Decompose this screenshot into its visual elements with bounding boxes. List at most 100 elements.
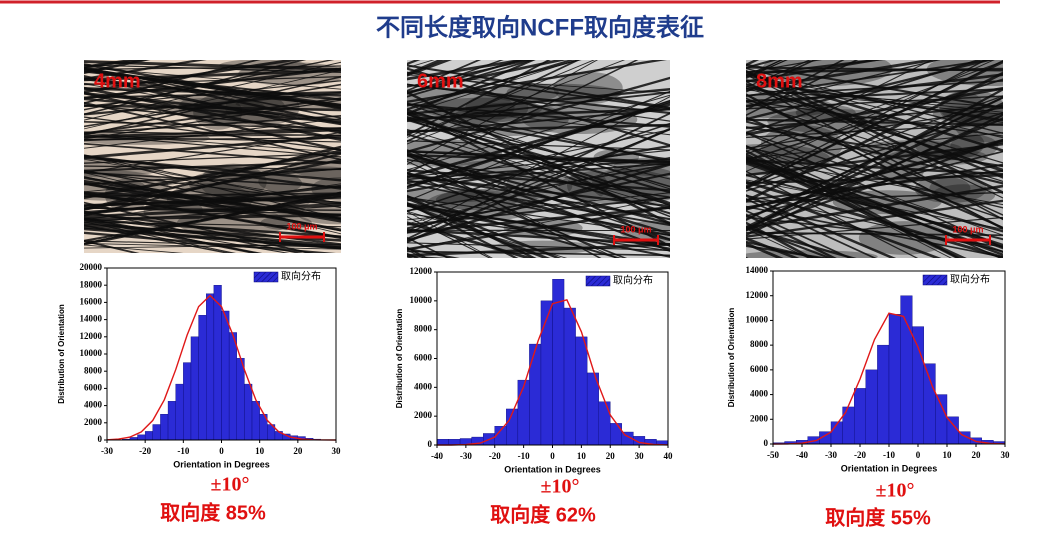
y-tick-label: 10000	[410, 295, 433, 305]
bar	[199, 315, 207, 440]
bar	[160, 414, 168, 440]
x-tick-label: 40	[664, 451, 674, 461]
caption-range: ±10°	[541, 476, 580, 498]
x-tick-label: 20	[606, 451, 616, 461]
y-tick-label: 6000	[84, 382, 103, 392]
y-tick-label: 10000	[746, 314, 769, 324]
x-axis-label: Orientation in Degrees	[841, 463, 938, 473]
x-tick-label: 10	[577, 451, 587, 461]
y-tick-label: 6000	[750, 364, 769, 374]
y-tick-label: 18000	[80, 279, 103, 289]
bar	[191, 337, 199, 440]
x-tick-label: -30	[825, 450, 837, 460]
x-tick-label: -20	[854, 450, 866, 460]
y-axis-label: Distribution of Orientation	[727, 308, 736, 408]
legend-label: 取向分布	[281, 270, 321, 283]
bar	[912, 327, 924, 444]
slide-title: 不同长度取向NCFF取向度表征	[376, 13, 704, 41]
caption-degree: 取向度 62%	[490, 502, 596, 526]
x-tick-label: -30	[460, 451, 472, 461]
x-tick-label: 20	[972, 450, 982, 460]
y-tick-label: 2000	[84, 417, 103, 427]
y-tick-label: 14000	[746, 265, 769, 275]
y-tick-label: 12000	[410, 266, 433, 276]
bar	[206, 294, 214, 440]
x-tick-label: -10	[518, 451, 530, 461]
y-tick-label: 8000	[750, 339, 769, 349]
caption-degree: 取向度 55%	[825, 505, 931, 529]
y-tick-label: 10000	[80, 348, 103, 358]
bar	[889, 314, 901, 444]
x-tick-label: 10	[255, 446, 265, 456]
bar	[587, 373, 599, 445]
bar	[924, 364, 936, 444]
x-axis-label: Orientation in Degrees	[504, 464, 601, 474]
x-tick-label: 30	[635, 451, 645, 461]
y-tick-label: 8000	[84, 365, 103, 375]
bar	[244, 384, 252, 440]
legend-swatch	[586, 276, 610, 286]
bar	[553, 279, 565, 445]
bar	[153, 425, 161, 440]
caption-range: ±10°	[211, 474, 250, 496]
y-tick-label: 20000	[80, 262, 103, 272]
image-label: 4mm	[94, 70, 141, 92]
x-tick-label: -20	[139, 446, 151, 456]
legend-swatch	[923, 275, 947, 285]
x-tick-label: -40	[796, 450, 808, 460]
scale-bar-label: 100 μm	[952, 224, 983, 234]
x-tick-label: -10	[177, 446, 189, 456]
scale-bar-label: 100 μm	[286, 221, 317, 231]
x-tick-label: 10	[943, 450, 953, 460]
bar	[935, 395, 947, 444]
x-tick-label: 20	[293, 446, 303, 456]
x-tick-label: 30	[1001, 450, 1011, 460]
legend-label: 取向分布	[613, 274, 653, 287]
y-tick-label: 2000	[750, 413, 769, 423]
x-tick-label: 0	[219, 446, 224, 456]
x-tick-label: -10	[883, 450, 895, 460]
y-tick-label: 0	[764, 438, 769, 448]
x-tick-label: -50	[767, 450, 779, 460]
y-tick-label: 4000	[414, 381, 433, 391]
bar	[237, 358, 245, 440]
bar	[599, 402, 611, 445]
bar	[901, 296, 913, 444]
bar	[252, 401, 260, 440]
x-tick-label: -30	[101, 446, 113, 456]
bar	[843, 407, 855, 444]
bar	[138, 435, 146, 440]
x-axis-label: Orientation in Degrees	[173, 459, 270, 469]
image-label: 6mm	[417, 70, 464, 92]
bar	[564, 308, 576, 445]
y-tick-label: 0	[428, 439, 433, 449]
y-tick-label: 2000	[414, 410, 433, 420]
x-tick-label: -20	[489, 451, 501, 461]
caption-degree: 取向度 85%	[160, 500, 266, 524]
bar	[437, 439, 449, 445]
x-tick-label: -40	[431, 451, 443, 461]
bar	[541, 301, 553, 445]
bar	[518, 380, 530, 445]
caption-range: ±10°	[876, 480, 915, 502]
micrograph	[701, 0, 1049, 392]
bar	[229, 333, 237, 441]
bar	[576, 337, 588, 445]
bar	[947, 417, 959, 444]
image-label: 8mm	[756, 70, 803, 92]
x-tick-label: 0	[550, 451, 555, 461]
y-axis-label: Distribution of Orientation	[395, 309, 404, 409]
bar	[529, 344, 541, 445]
bar	[854, 388, 866, 444]
y-tick-label: 0	[98, 434, 103, 444]
y-tick-label: 16000	[80, 296, 103, 306]
x-tick-label: 0	[916, 450, 921, 460]
x-tick-label: 30	[332, 446, 342, 456]
y-axis-label: Distribution of Orientation	[57, 304, 66, 404]
y-tick-label: 6000	[414, 353, 433, 363]
